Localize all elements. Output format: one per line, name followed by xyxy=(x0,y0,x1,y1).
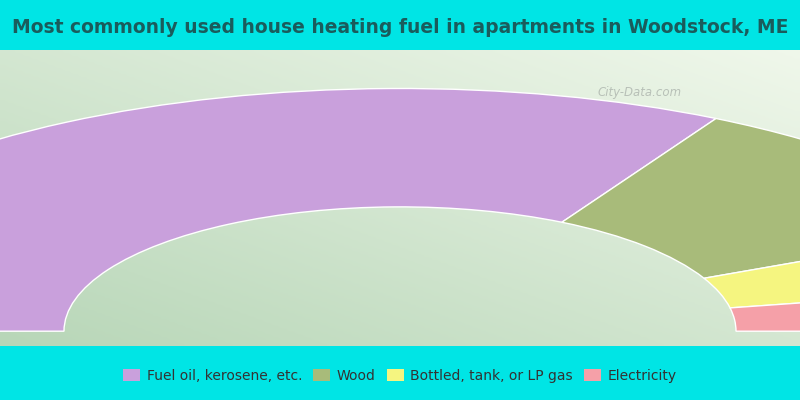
Wedge shape xyxy=(0,88,716,331)
Wedge shape xyxy=(562,118,800,278)
Wedge shape xyxy=(704,228,800,308)
Wedge shape xyxy=(730,286,800,331)
Legend: Fuel oil, kerosene, etc., Wood, Bottled, tank, or LP gas, Electricity: Fuel oil, kerosene, etc., Wood, Bottled,… xyxy=(118,363,682,388)
Text: City-Data.com: City-Data.com xyxy=(598,86,682,98)
Text: Most commonly used house heating fuel in apartments in Woodstock, ME: Most commonly used house heating fuel in… xyxy=(12,18,788,37)
